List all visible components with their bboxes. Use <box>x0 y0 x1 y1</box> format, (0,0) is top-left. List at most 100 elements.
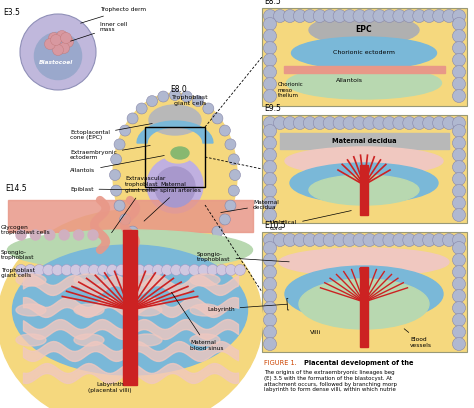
Circle shape <box>127 113 138 124</box>
Circle shape <box>264 66 276 78</box>
Circle shape <box>453 149 465 162</box>
Circle shape <box>393 9 406 22</box>
Circle shape <box>333 233 346 246</box>
Circle shape <box>225 264 237 275</box>
Circle shape <box>413 233 426 246</box>
Circle shape <box>363 233 376 246</box>
Circle shape <box>52 264 63 275</box>
Text: Spongio-
trophoblast: Spongio- trophoblast <box>197 252 289 262</box>
Circle shape <box>383 117 396 129</box>
Circle shape <box>453 233 465 246</box>
Ellipse shape <box>190 334 220 346</box>
Circle shape <box>225 139 236 150</box>
Circle shape <box>413 9 426 22</box>
Ellipse shape <box>74 304 104 316</box>
Bar <box>8 200 253 232</box>
Circle shape <box>383 233 396 246</box>
Circle shape <box>264 326 276 339</box>
Text: Allantois: Allantois <box>336 78 363 82</box>
Circle shape <box>453 42 465 55</box>
Circle shape <box>110 185 122 196</box>
Circle shape <box>453 89 465 102</box>
Circle shape <box>453 184 465 197</box>
Text: Labyrinth: Labyrinth <box>207 298 289 311</box>
Circle shape <box>453 290 465 302</box>
Circle shape <box>114 200 125 211</box>
Circle shape <box>20 14 96 90</box>
Ellipse shape <box>16 274 46 286</box>
Circle shape <box>216 264 227 275</box>
Circle shape <box>264 173 276 186</box>
Circle shape <box>453 242 465 255</box>
Text: Maternal decidua: Maternal decidua <box>332 138 396 144</box>
Circle shape <box>443 117 456 129</box>
Circle shape <box>343 9 356 22</box>
Text: Allantois: Allantois <box>70 155 164 173</box>
Bar <box>262 8 467 106</box>
Circle shape <box>264 124 276 137</box>
Text: Chorionic
meso
thelium: Chorionic meso thelium <box>278 82 304 98</box>
Ellipse shape <box>309 15 419 45</box>
Circle shape <box>453 160 465 173</box>
Circle shape <box>45 38 55 49</box>
Ellipse shape <box>299 279 429 329</box>
Ellipse shape <box>285 266 443 322</box>
Circle shape <box>70 264 81 275</box>
Circle shape <box>107 264 118 275</box>
Circle shape <box>219 125 230 136</box>
Circle shape <box>146 244 157 255</box>
Text: Spongio-
trophoblast: Spongio- trophoblast <box>1 250 35 260</box>
Circle shape <box>180 264 191 275</box>
Circle shape <box>433 9 446 22</box>
Circle shape <box>158 248 169 259</box>
Circle shape <box>147 157 203 213</box>
Ellipse shape <box>292 37 437 69</box>
Circle shape <box>59 230 69 240</box>
Circle shape <box>134 264 145 275</box>
Circle shape <box>192 244 203 255</box>
Circle shape <box>373 9 386 22</box>
Circle shape <box>162 264 173 275</box>
Circle shape <box>403 117 416 129</box>
Circle shape <box>453 326 465 339</box>
Circle shape <box>264 302 276 315</box>
Circle shape <box>343 233 356 246</box>
Circle shape <box>119 125 131 136</box>
Ellipse shape <box>16 304 46 316</box>
Ellipse shape <box>132 334 162 346</box>
Bar <box>284 66 445 73</box>
Text: EPC: EPC <box>356 25 372 35</box>
Circle shape <box>264 313 276 326</box>
Circle shape <box>453 302 465 315</box>
Circle shape <box>264 233 276 246</box>
Circle shape <box>453 197 465 209</box>
Circle shape <box>212 113 223 124</box>
Circle shape <box>264 337 276 350</box>
Circle shape <box>453 313 465 326</box>
Circle shape <box>313 117 326 129</box>
Circle shape <box>393 117 406 129</box>
Circle shape <box>453 53 465 67</box>
Text: Trophoblast
giant cells: Trophoblast giant cells <box>1 268 35 278</box>
Circle shape <box>453 253 465 266</box>
Circle shape <box>333 117 346 129</box>
Circle shape <box>264 9 276 22</box>
Text: E8.0: E8.0 <box>170 85 187 94</box>
Ellipse shape <box>286 67 441 99</box>
Text: Trophoblast
giant cells: Trophoblast giant cells <box>172 95 208 106</box>
Circle shape <box>453 29 465 42</box>
Circle shape <box>181 248 192 259</box>
Circle shape <box>88 230 98 240</box>
Circle shape <box>181 91 192 102</box>
Circle shape <box>45 230 55 240</box>
Circle shape <box>219 214 230 225</box>
Ellipse shape <box>113 93 237 257</box>
Ellipse shape <box>190 304 220 316</box>
Bar <box>145 127 205 187</box>
Circle shape <box>264 117 276 129</box>
Bar <box>262 232 467 352</box>
Circle shape <box>353 233 366 246</box>
Ellipse shape <box>8 230 253 270</box>
Ellipse shape <box>132 274 162 286</box>
Circle shape <box>158 91 169 102</box>
